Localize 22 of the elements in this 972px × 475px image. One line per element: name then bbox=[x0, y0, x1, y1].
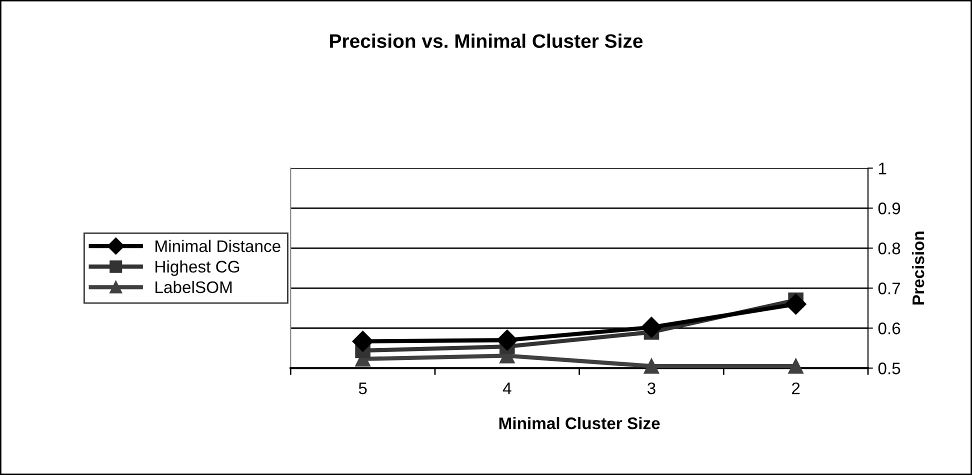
y-tick-label: 0.7 bbox=[878, 282, 900, 294]
legend-label: Minimal Distance bbox=[156, 240, 280, 252]
point bbox=[788, 358, 804, 374]
legend-label: LabelSOM bbox=[156, 280, 232, 294]
point bbox=[785, 294, 806, 315]
point bbox=[644, 358, 660, 374]
y-tick-label: 0.9 bbox=[878, 202, 900, 214]
x-tick-label: 2 bbox=[792, 382, 800, 394]
y-tick-label: 0.8 bbox=[878, 242, 900, 254]
legend-label: Highest CG bbox=[156, 260, 240, 276]
x-tick-label: 4 bbox=[502, 382, 512, 394]
y-tick-label: 1 bbox=[878, 162, 886, 174]
chart-title: Precision vs. Minimal Cluster Size bbox=[330, 34, 643, 48]
point bbox=[640, 316, 662, 338]
x-tick-label: 3 bbox=[647, 382, 656, 394]
x-axis-title: Minimal Cluster Size bbox=[499, 416, 660, 430]
y-tick-label: 0.6 bbox=[878, 322, 900, 334]
x-tick-label: 5 bbox=[358, 382, 367, 394]
y-axis-title: Precision bbox=[912, 232, 924, 305]
y-tick-label: 0.5 bbox=[878, 362, 900, 374]
point bbox=[496, 330, 518, 351]
point bbox=[352, 330, 374, 352]
